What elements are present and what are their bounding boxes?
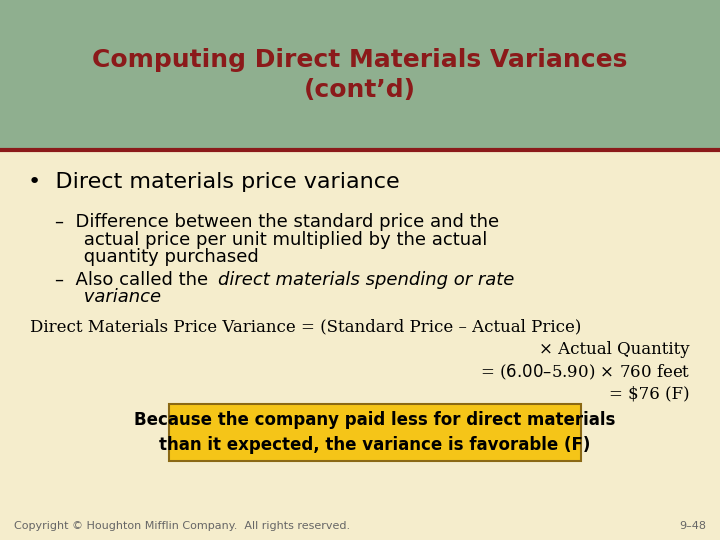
Text: –  Also called the: – Also called the <box>55 271 214 289</box>
Text: direct materials spending or rate: direct materials spending or rate <box>218 271 514 289</box>
Text: Direct Materials Price Variance = (Standard Price – Actual Price): Direct Materials Price Variance = (Stand… <box>30 319 581 335</box>
Text: Copyright © Houghton Mifflin Company.  All rights reserved.: Copyright © Houghton Mifflin Company. Al… <box>14 521 350 531</box>
Text: = ($6.00 – $5.90) × 760 feet: = ($6.00 – $5.90) × 760 feet <box>480 362 690 382</box>
Text: × Actual Quantity: × Actual Quantity <box>539 341 690 359</box>
Text: = $76 (F): = $76 (F) <box>609 386 690 402</box>
Bar <box>0 0 720 150</box>
Text: actual price per unit multiplied by the actual: actual price per unit multiplied by the … <box>55 231 487 249</box>
FancyBboxPatch shape <box>169 404 581 461</box>
Text: Because the company paid less for direct materials
than it expected, the varianc: Because the company paid less for direct… <box>135 411 616 454</box>
Text: variance: variance <box>55 288 161 306</box>
Text: Computing Direct Materials Variances
(cont’d): Computing Direct Materials Variances (co… <box>92 48 628 102</box>
Text: 9–48: 9–48 <box>679 521 706 531</box>
Text: quantity purchased: quantity purchased <box>55 248 258 266</box>
Text: •  Direct materials price variance: • Direct materials price variance <box>28 172 400 192</box>
Text: –  Difference between the standard price and the: – Difference between the standard price … <box>55 213 499 231</box>
